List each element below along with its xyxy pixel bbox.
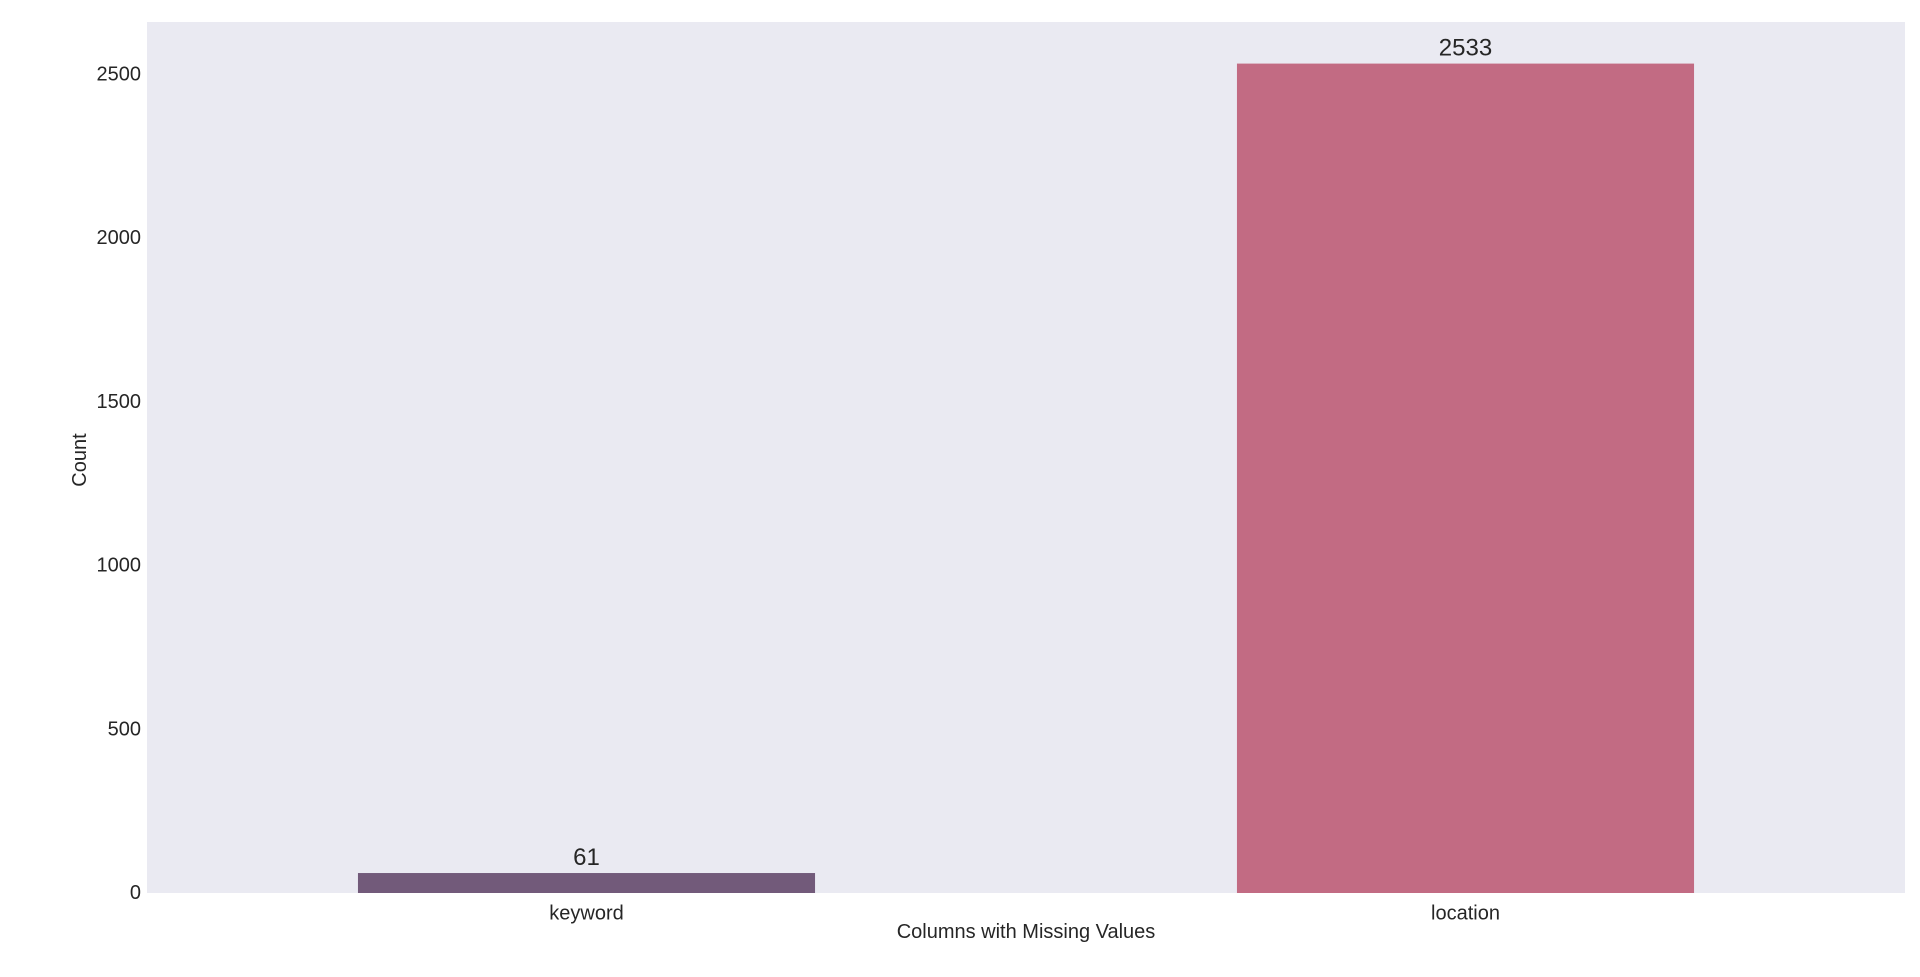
y-tick-label: 2000 [97, 227, 142, 249]
data-label-keyword: 61 [573, 844, 600, 871]
x-axis-title: Columns with Missing Values [897, 921, 1156, 943]
data-labels: 61 2533 [573, 35, 1492, 871]
y-axis-title: Count [69, 433, 91, 487]
y-tick-label: 1000 [97, 555, 142, 577]
y-tick-label: 1500 [97, 391, 142, 413]
bars [357, 63, 1695, 893]
y-tick-label: 0 [130, 882, 141, 904]
x-tick-label-location: location [1431, 903, 1500, 925]
bar-location [1236, 63, 1695, 893]
y-tick-label: 2500 [97, 63, 142, 85]
y-tick-label: 500 [108, 718, 141, 740]
data-label-location: 2533 [1439, 35, 1492, 62]
bar-keyword [357, 873, 816, 893]
x-axis-ticks: keyword location [549, 903, 1500, 925]
y-axis-ticks: 0 500 1000 1500 2000 2500 [97, 63, 142, 904]
x-tick-label-keyword: keyword [549, 903, 623, 925]
